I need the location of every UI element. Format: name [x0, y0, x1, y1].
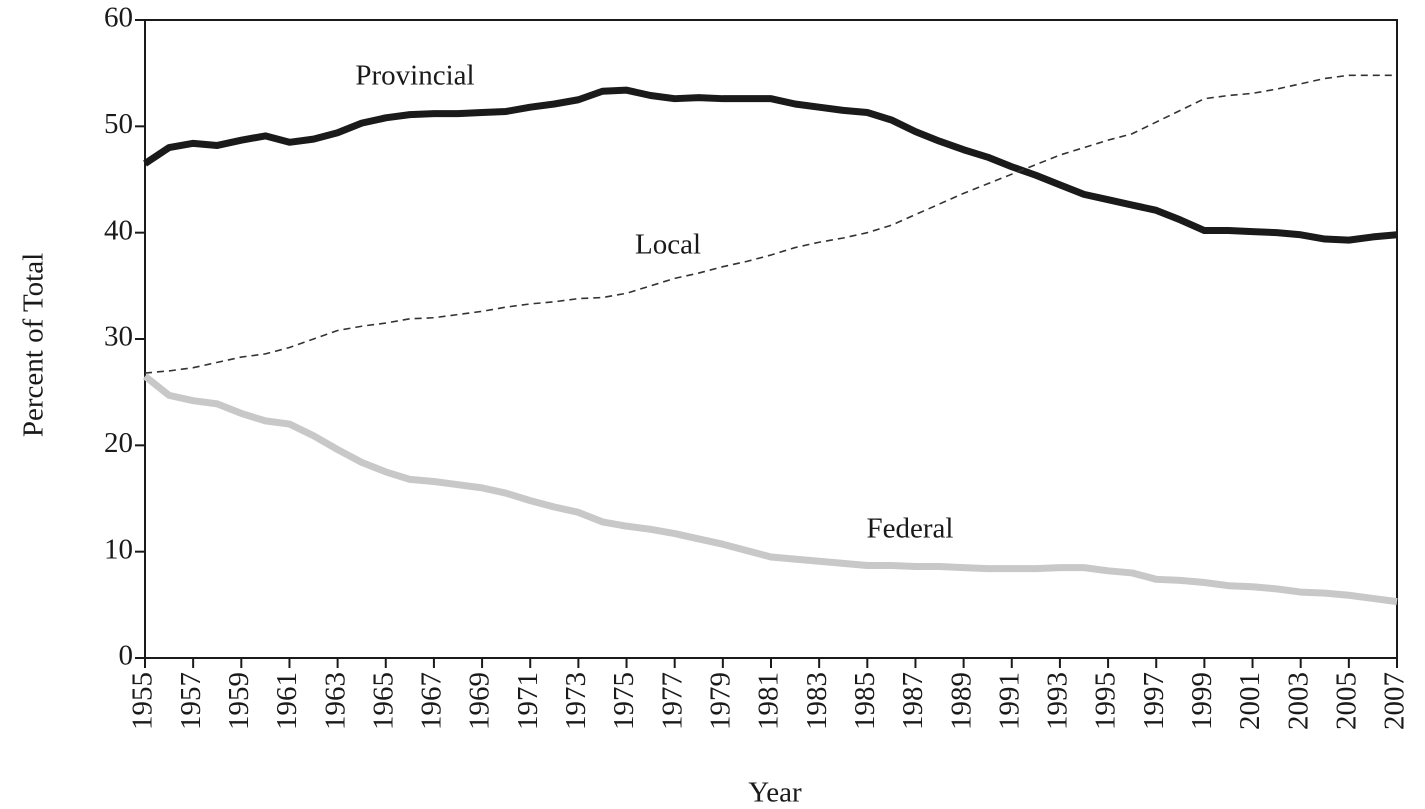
x-tick-label: 2001 [1234, 672, 1266, 730]
x-tick-label: 1967 [416, 672, 448, 730]
y-tick-label: 20 [104, 427, 133, 459]
x-tick-label: 1977 [656, 672, 688, 730]
x-tick-label: 1979 [705, 672, 737, 730]
series-label: Local [635, 229, 701, 261]
x-tick-label: 1955 [127, 672, 159, 730]
y-tick-label: 60 [104, 2, 133, 34]
y-axis-label: Percent of Total [18, 253, 50, 437]
y-tick-label: 40 [104, 214, 133, 246]
x-tick-label: 1959 [223, 672, 255, 730]
series-line [143, 86, 1398, 244]
y-tick-label: 30 [104, 321, 133, 353]
x-tick-label: 1963 [319, 672, 351, 730]
x-tick-label: 1965 [367, 672, 399, 730]
series-line [142, 373, 1398, 606]
y-tick-label: 10 [104, 533, 133, 565]
x-tick-label: 1991 [993, 672, 1025, 730]
x-tick-label: 1989 [945, 672, 977, 730]
x-tick-label: 1983 [801, 672, 833, 730]
x-tick-label: 1969 [464, 672, 496, 730]
x-tick-label: 2007 [1379, 672, 1411, 730]
x-tick-label: 1971 [512, 672, 544, 730]
x-tick-label: 2005 [1331, 672, 1363, 730]
x-tick-label: 1995 [1090, 672, 1122, 730]
x-tick-label: 1997 [1138, 672, 1170, 730]
y-tick-label: 0 [119, 640, 134, 672]
x-tick-label: 1999 [1186, 672, 1218, 730]
series-label: Provincial [355, 60, 474, 92]
plot-frame [144, 19, 1398, 659]
x-tick-label: 1987 [897, 672, 929, 730]
x-tick-label: 1957 [175, 672, 207, 730]
x-tick-label: 1993 [1042, 672, 1074, 730]
series-label: Federal [867, 513, 954, 545]
x-tick-label: 1975 [608, 672, 640, 730]
x-tick-label: 2003 [1282, 672, 1314, 730]
x-tick-label: 1973 [560, 672, 592, 730]
x-tick-label: 1985 [849, 672, 881, 730]
x-tick-label: 1961 [271, 672, 303, 730]
x-tick-label: 1981 [753, 672, 785, 730]
y-tick-label: 50 [104, 108, 133, 140]
x-axis-label: Year [748, 777, 802, 809]
series-line [144, 74, 1397, 374]
